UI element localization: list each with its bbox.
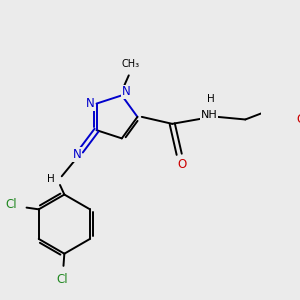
- Text: NH: NH: [200, 110, 217, 120]
- Text: H: H: [47, 174, 55, 184]
- Text: O: O: [296, 113, 300, 126]
- Text: Cl: Cl: [57, 273, 68, 286]
- Text: O: O: [177, 158, 186, 171]
- Text: CH₃: CH₃: [122, 59, 140, 69]
- Text: N: N: [122, 85, 130, 98]
- Text: H: H: [207, 94, 214, 104]
- Text: N: N: [73, 148, 82, 161]
- Text: N: N: [86, 97, 95, 110]
- Text: Cl: Cl: [5, 199, 17, 212]
